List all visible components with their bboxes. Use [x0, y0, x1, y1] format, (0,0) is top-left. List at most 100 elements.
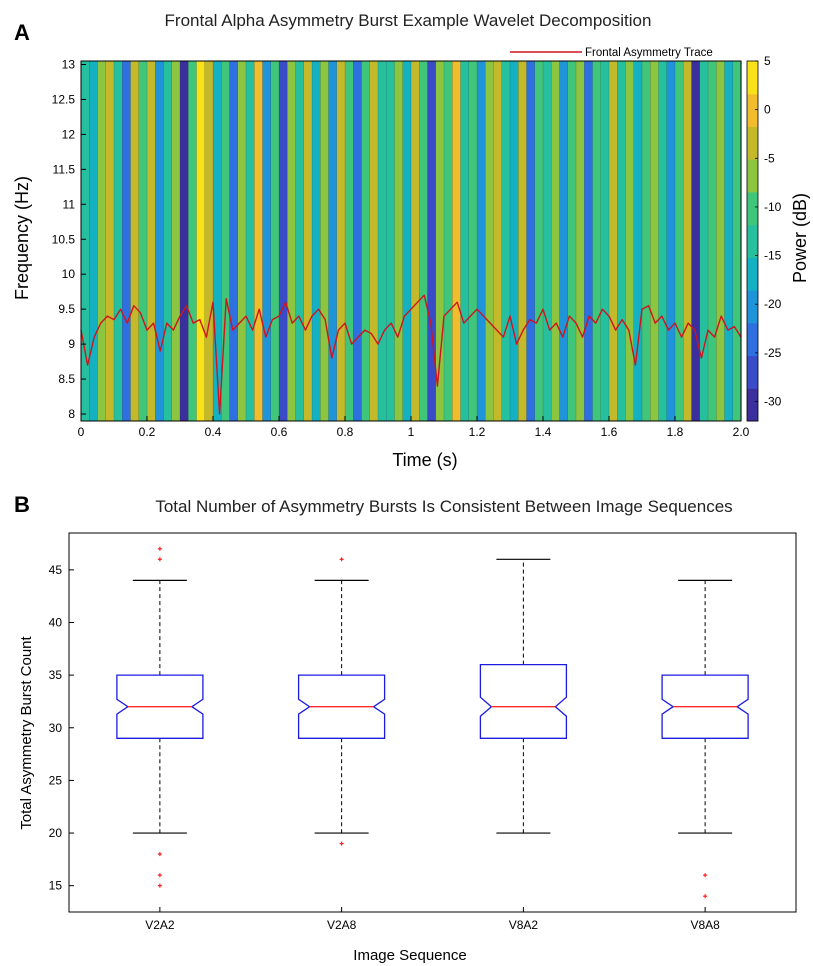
x-tick-label: 0.2	[139, 425, 156, 439]
colorbar-segment	[747, 322, 758, 357]
heatmap-band	[551, 61, 561, 421]
heatmap-band	[155, 61, 165, 421]
heatmap-band	[303, 61, 313, 421]
heatmap-band	[163, 61, 173, 421]
heatmap-band	[435, 61, 445, 421]
colorbar-tick-label: -30	[764, 395, 782, 409]
colorbar-frame	[746, 60, 759, 422]
panel-a-title: Frontal Alpha Asymmetry Burst Example Wa…	[165, 11, 652, 30]
heatmap-band	[279, 61, 288, 421]
heatmap-band	[444, 61, 453, 421]
colorbar-label: Power (dB)	[790, 193, 810, 283]
panel-b-xlabel: Image Sequence	[353, 947, 466, 964]
heatmap-band	[633, 61, 643, 421]
heatmap-band	[526, 61, 536, 421]
heatmap-band	[130, 61, 140, 421]
heatmap-band	[666, 61, 676, 421]
heatmap-band	[510, 61, 519, 421]
heatmap-band	[105, 61, 115, 421]
x-tick-label: V8A8	[690, 918, 720, 932]
y-tick-label: 40	[49, 615, 63, 629]
y-tick-label: 45	[49, 563, 63, 577]
panel-a-axes: 0 0.2 0.4 0.6 0.8 1 1.2 1.4 1.6 1.8 2.0 8 8.5 9 9.5 10 1…	[52, 57, 750, 439]
heatmap-band	[221, 61, 231, 421]
heatmap-band	[386, 61, 396, 421]
heatmap-band	[402, 61, 412, 421]
heatmap-band	[485, 61, 495, 421]
heatmap-band	[477, 61, 486, 421]
heatmap-band	[468, 61, 478, 421]
y-tick-label: 10.5	[52, 232, 76, 246]
panel-b-letter: B	[14, 492, 30, 517]
colorbar-segment	[747, 126, 758, 160]
y-tick-label: 10	[62, 267, 76, 281]
heatmap-band	[204, 61, 214, 421]
heatmap-band	[625, 61, 635, 421]
legend-trace-label: Frontal Asymmetry Trace	[585, 47, 713, 59]
heatmap-band	[534, 61, 544, 421]
heatmap-band	[609, 61, 618, 421]
colorbar-tick-label: 0	[764, 103, 771, 117]
y-tick-label: 12	[62, 127, 76, 141]
heatmap-band	[188, 61, 198, 421]
heatmap-band	[518, 61, 528, 421]
x-tick-label: 0.4	[205, 425, 222, 439]
x-tick-label: 0	[78, 425, 85, 439]
heatmap-band	[336, 61, 346, 421]
panel-a-letter: A	[14, 20, 30, 45]
heatmap-band	[708, 61, 717, 421]
colorbar-segment	[747, 61, 758, 95]
panel-a-xlabel: Time (s)	[392, 450, 457, 470]
heatmap-band	[180, 61, 189, 421]
heatmap-band	[369, 61, 379, 421]
heatmap-band	[229, 61, 239, 421]
x-tick-label: 2.0	[733, 425, 750, 439]
heatmap-band	[196, 61, 206, 421]
x-tick-label: 1	[408, 425, 415, 439]
heatmap-band	[394, 61, 404, 421]
colorbar-tick-label: -20	[764, 297, 782, 311]
heatmap-band	[328, 61, 338, 421]
heatmap-band	[724, 61, 734, 421]
heatmap-band	[592, 61, 602, 421]
colorbar: 5 0 -5 -10 -15 -20 -25 -30	[746, 54, 782, 422]
colorbar-tick-label: -15	[764, 249, 782, 263]
heatmap-band	[312, 61, 321, 421]
heatmap-band	[543, 61, 552, 421]
y-tick-label: 8	[68, 407, 75, 421]
panel-a-legend: Frontal Asymmetry Trace	[510, 47, 713, 59]
colorbar-segment	[747, 388, 758, 422]
heatmap-band	[576, 61, 585, 421]
heatmap-band	[732, 61, 742, 421]
heatmap-band	[617, 61, 627, 421]
panel-a-ylabel: Frequency (Hz)	[12, 176, 32, 300]
colorbar-segment	[747, 159, 758, 193]
y-tick-label: 11.5	[53, 162, 76, 176]
x-tick-label: 1.2	[469, 425, 486, 439]
heatmap-band	[419, 61, 429, 421]
heatmap-band	[237, 61, 247, 421]
y-tick-label: 20	[49, 826, 63, 840]
heatmap-band	[81, 61, 90, 421]
notched-box	[661, 674, 749, 739]
heatmap-band	[658, 61, 668, 421]
colorbar-segment	[747, 290, 758, 324]
heatmap-band	[246, 61, 255, 421]
colorbar-segment	[747, 355, 758, 389]
heatmap-band	[89, 61, 99, 421]
colorbar-segment	[747, 191, 758, 226]
heatmap-band	[147, 61, 156, 421]
heatmap-band	[114, 61, 123, 421]
heatmap-band	[452, 61, 462, 421]
colorbar-tick-label: -25	[764, 346, 782, 360]
heatmap-band	[353, 61, 363, 421]
heatmap-band	[675, 61, 684, 421]
x-tick-label: V8A2	[509, 918, 539, 932]
panel-b-frame	[68, 532, 797, 913]
heatmap-band	[345, 61, 354, 421]
heatmap-band	[378, 61, 387, 421]
y-tick-label: 8.5	[58, 372, 75, 386]
y-tick-label: 11	[63, 197, 76, 211]
notched-box	[116, 674, 204, 739]
boxplot: 15 20 25 30 35 40 45 V2A2 V2A8 V8A2 V8A8	[49, 532, 797, 932]
